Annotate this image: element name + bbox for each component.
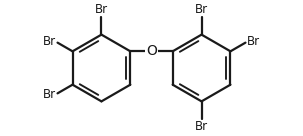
Text: Br: Br — [43, 35, 56, 48]
Text: Br: Br — [195, 120, 208, 133]
Text: Br: Br — [195, 3, 208, 16]
Text: Br: Br — [95, 3, 108, 16]
Text: O: O — [146, 44, 157, 58]
Text: Br: Br — [247, 35, 260, 48]
Text: Br: Br — [43, 88, 56, 101]
